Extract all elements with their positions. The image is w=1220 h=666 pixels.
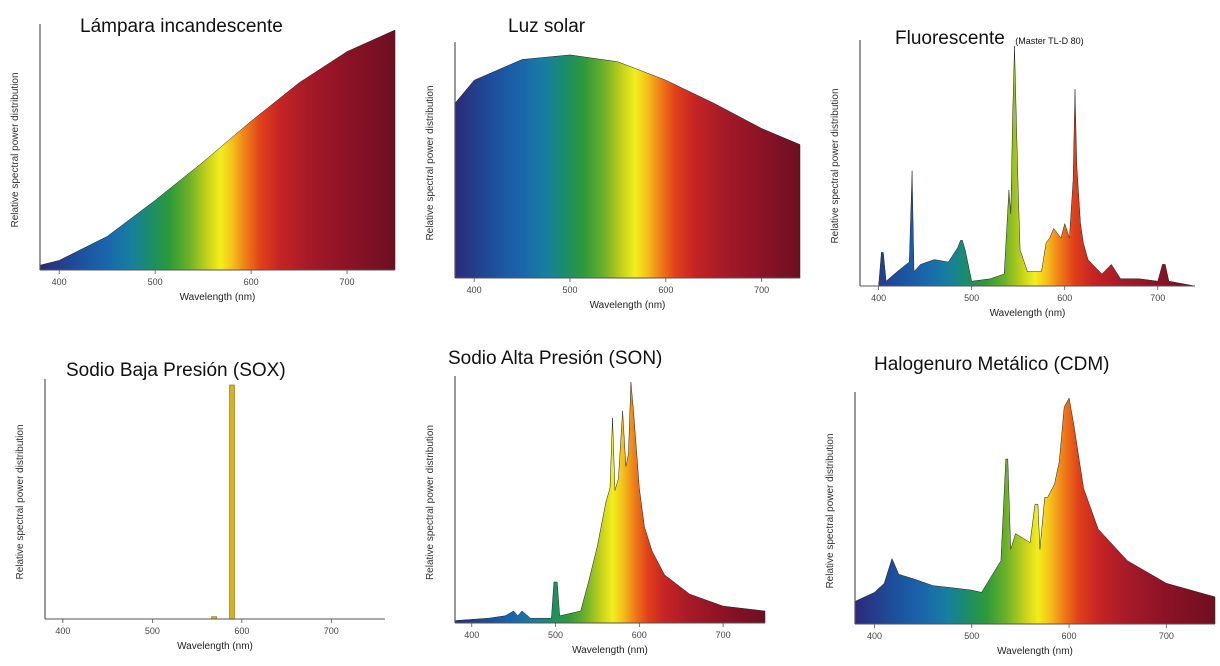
- x-tick-label: 700: [1150, 293, 1165, 303]
- x-tick-label: 400: [464, 630, 479, 640]
- x-tick-label: 500: [148, 277, 163, 287]
- x-tick-label: 700: [324, 626, 339, 636]
- x-tick-label: 400: [467, 285, 482, 295]
- x-axis-label: Wavelength (nm): [572, 645, 648, 656]
- spectral-line-bar: [229, 384, 235, 620]
- spectrum-series-area: [454, 54, 801, 279]
- chart-son: Sodio Alta Presión (SON): [448, 348, 662, 369]
- chart-title: Lámpara incandescente: [80, 16, 283, 37]
- chart-sox: Sodio Baja Presión (SOX): [66, 360, 286, 381]
- y-axis-label: Relative spectral power distribution: [825, 433, 836, 588]
- chart-incandescent-plot: 400 500 600 700 Wavelength (nm) Relative spec…: [10, 24, 396, 303]
- x-tick-label: 400: [871, 293, 886, 303]
- x-tick-label: 400: [52, 277, 67, 287]
- chart-sunlight: Luz solar: [508, 16, 586, 37]
- chart-fluorescent: Fluorescente (Master TL-D 80): [895, 28, 1084, 49]
- chart-title: Sodio Alta Presión (SON): [448, 348, 662, 369]
- x-axis-label: Wavelength (nm): [177, 641, 253, 652]
- spectrum-series-area: [860, 45, 1196, 287]
- x-tick-label: 600: [234, 626, 249, 636]
- chart-subtitle: (Master TL-D 80): [1015, 36, 1083, 46]
- x-tick-label: 700: [754, 285, 769, 295]
- x-tick-label: 400: [55, 626, 70, 636]
- chart-incandescent: Lámpara incandescente: [80, 16, 283, 37]
- chart-title-group: Fluorescente (Master TL-D 80): [895, 28, 1084, 49]
- x-tick-label: 600: [658, 285, 673, 295]
- x-axis-label: Wavelength (nm): [990, 308, 1066, 319]
- x-tick-label: 500: [548, 630, 563, 640]
- x-tick-label: 600: [1057, 293, 1072, 303]
- chart-son-plot: 400 500 600 700 Wavelength (nm) Relative spec…: [425, 376, 766, 656]
- chart-title: Fluorescente: [895, 28, 1005, 49]
- x-tick-label: 500: [964, 631, 979, 641]
- x-tick-label: 700: [716, 630, 731, 640]
- x-tick-label: 600: [1062, 631, 1077, 641]
- x-tick-label: 400: [867, 631, 882, 641]
- y-axis-label: Relative spectral power distribution: [425, 85, 436, 240]
- x-tick-label: 600: [632, 630, 647, 640]
- y-axis-label: Relative spectral power distribution: [10, 72, 21, 227]
- chart-cdm-plot: 400 500 600 700 Wavelength (nm) Relative spec…: [825, 392, 1216, 657]
- chart-sunlight-plot: 400 500 600 700 Wavelength (nm) Relative spec…: [425, 42, 801, 311]
- x-tick-label: 700: [1159, 631, 1174, 641]
- x-tick-label: 700: [340, 277, 355, 287]
- chart-fluorescent-plot: 400 500 600 700 Wavelength (nm) Relative spec…: [830, 40, 1196, 319]
- x-axis-label: Wavelength (nm): [590, 300, 666, 311]
- spectrum-series-area: [454, 381, 766, 624]
- y-axis-label: Relative spectral power distribution: [15, 424, 26, 579]
- chart-sox-plot: 400 500 600 700 Wavelength (nm) Relative spec…: [15, 379, 385, 652]
- chart-title: Halogenuro Metálico (CDM): [874, 354, 1109, 375]
- chart-title: Sodio Baja Presión (SOX): [66, 360, 286, 381]
- chart-cdm: Halogenuro Metálico (CDM): [874, 354, 1109, 375]
- y-axis-label: Relative spectral power distribution: [425, 425, 436, 580]
- spectrum-series-area: [39, 29, 396, 271]
- x-tick-label: 600: [244, 277, 259, 287]
- x-axis-label: Wavelength (nm): [180, 292, 256, 303]
- y-axis-label: Relative spectral power distribution: [830, 88, 841, 243]
- x-tick-label: 500: [562, 285, 577, 295]
- x-tick-label: 500: [145, 626, 160, 636]
- chart-title: Luz solar: [508, 16, 586, 37]
- x-tick-label: 500: [964, 293, 979, 303]
- spectrum-series-area: [854, 397, 1216, 625]
- x-axis-label: Wavelength (nm): [997, 646, 1073, 657]
